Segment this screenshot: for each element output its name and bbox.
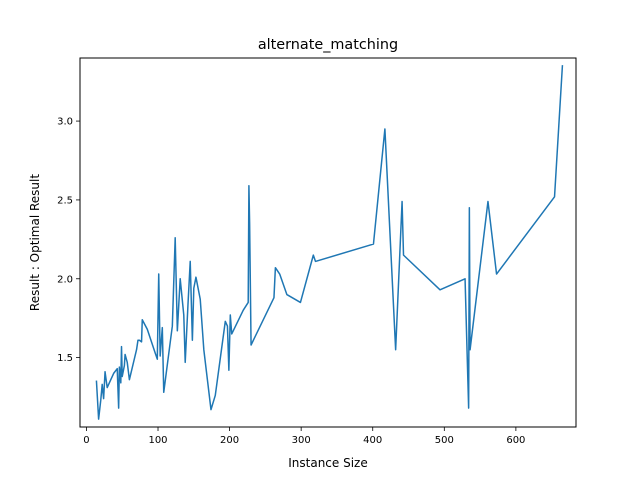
x-tick-label: 0 (83, 435, 89, 446)
x-axis-label: Instance Size (288, 456, 368, 470)
y-tick-label: 3.0 (57, 117, 73, 128)
x-tick-label: 400 (363, 435, 382, 446)
chart-title: alternate_matching (258, 37, 398, 53)
y-axis-ticks: 1.5 2.0 2.5 3.0 (57, 117, 80, 364)
plot-frame (79, 57, 577, 428)
y-tick-label: 2.0 (57, 274, 73, 285)
x-tick-label: 100 (148, 435, 167, 446)
x-tick-label: 600 (506, 435, 525, 446)
plot-area (80, 58, 576, 427)
x-tick-label: 200 (220, 435, 239, 446)
y-tick-label: 2.5 (57, 195, 73, 206)
series-line (95, 65, 564, 420)
x-tick-label: 500 (435, 435, 454, 446)
series-layer (95, 65, 564, 420)
x-axis-ticks: 0 100 200 300 400 500 600 (83, 427, 525, 446)
y-axis-label: Result : Optimal Result (28, 174, 42, 311)
x-tick-label: 300 (292, 435, 311, 446)
y-tick-label: 1.5 (57, 353, 73, 364)
